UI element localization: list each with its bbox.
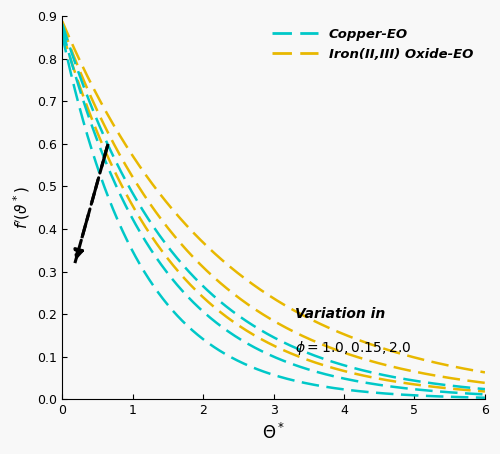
X-axis label: $\Theta^*$: $\Theta^*$ (262, 423, 285, 443)
Text: Variation in: Variation in (294, 307, 385, 321)
Legend: Copper-EO, Iron(II,III) Oxide-EO: Copper-EO, Iron(II,III) Oxide-EO (266, 23, 478, 66)
Y-axis label: $f^{\prime}(\vartheta^*)$: $f^{\prime}(\vartheta^*)$ (11, 186, 32, 229)
Text: $\phi = 1.0,0.15,2.0$: $\phi = 1.0,0.15,2.0$ (294, 339, 411, 357)
